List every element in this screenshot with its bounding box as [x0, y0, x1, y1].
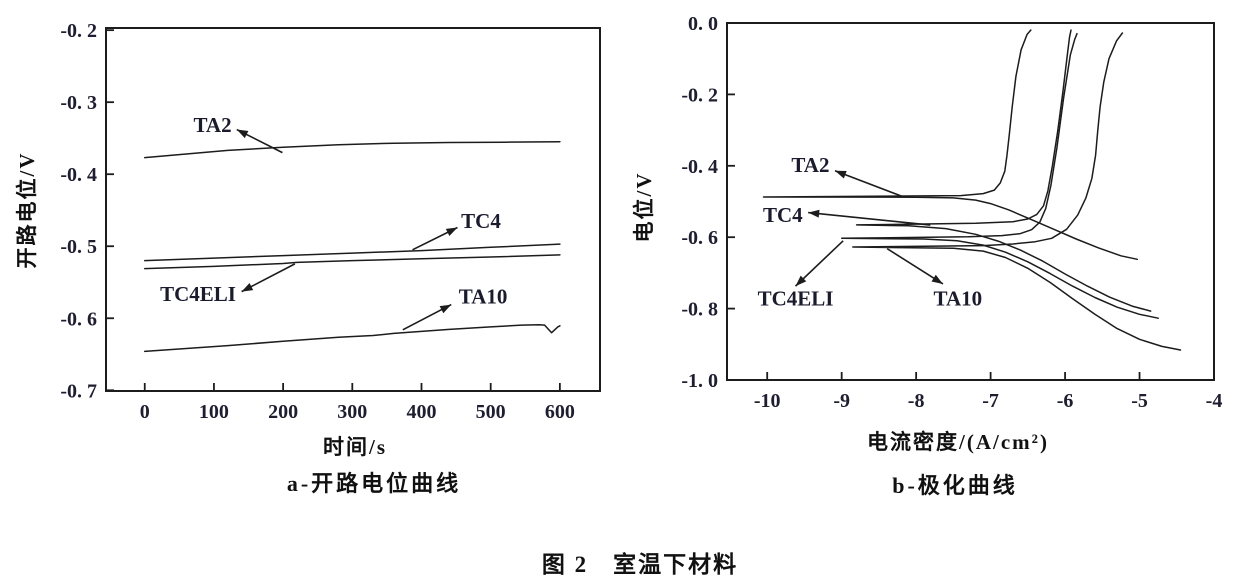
- chart-b-annotation-arrow-TC4: [808, 211, 931, 226]
- chart-a-x-tick-label: 600: [545, 401, 575, 423]
- chart-a-series-TA10: [143, 323, 561, 353]
- chart-b-arrowhead-TC4ELI: [795, 275, 807, 287]
- chart-b-annotation-label-TC4: TC4: [763, 203, 803, 227]
- chart-b-annotation-label-TA10: TA10: [934, 287, 983, 311]
- chart-b-xlabel: 电流密度/(A/cm²): [867, 430, 1049, 454]
- chart-b-annotation-arrow-TA2: [834, 170, 904, 198]
- chart-b-x-tick-label: -4: [1206, 390, 1223, 412]
- chart-a-series-TC4ELI: [143, 254, 561, 270]
- figure-caption: 图 2 室温下材料: [541, 552, 739, 577]
- chart-a-y-tick-label: -0. 4: [60, 164, 97, 186]
- chart-a-arrowhead-TC4ELI: [241, 282, 254, 292]
- chart-a-ylabel: 开路电位/V: [15, 152, 39, 269]
- chart-b-ylabel: 电位/V: [632, 172, 656, 243]
- chart-a-annotation-label-TC4ELI: TC4ELI: [160, 282, 236, 306]
- chart-a-arrowhead-TC4: [445, 227, 458, 236]
- chart-a-x-tick-label: 100: [199, 401, 229, 423]
- chart-a-y-tick-label: -0. 3: [60, 92, 97, 114]
- chart-a-arrowhead-TA2: [236, 129, 249, 139]
- chart-b-arrowhead-TA2: [834, 170, 847, 179]
- chart-b-x-tick-label: -8: [908, 390, 925, 412]
- chart-b-series-TA2: [762, 29, 1139, 261]
- chart-b-y-tick-label: -0. 6: [681, 227, 718, 249]
- chart-a-annotation-label-TA10: TA10: [459, 285, 508, 309]
- chart-a-y-tick-label: -0. 5: [60, 236, 97, 258]
- chart-a-x-tick-label: 200: [268, 401, 298, 423]
- chart-b-series-TC4ELI: [840, 32, 1159, 319]
- chart-b-arrowhead-TA10: [931, 274, 943, 284]
- chart-a-x-tick-label: 300: [337, 401, 367, 423]
- chart-b-series-TA10: [852, 32, 1182, 351]
- chart-b-y-tick-label: 0. 0: [688, 13, 718, 35]
- chart-b-subtitle: b-极化曲线: [892, 473, 1018, 498]
- chart-b-y-tick-label: -0. 8: [681, 299, 718, 321]
- chart-a-annotation-label-TA2: TA2: [193, 113, 231, 137]
- chart-a-x-tick-label: 500: [476, 401, 506, 423]
- chart-a-y-tick-label: -0. 6: [60, 308, 97, 330]
- chart-b-frame: [726, 22, 1215, 381]
- chart-b-annotation-label-TA2: TA2: [791, 153, 829, 177]
- chart-a-xlabel: 时间/s: [322, 435, 388, 459]
- chart-a-annotation-label-TC4: TC4: [461, 209, 501, 233]
- chart-b-x-tick-label: -6: [1057, 390, 1074, 412]
- chart-a-y-tick-label: -0. 2: [60, 20, 97, 42]
- chart-b-y-tick-label: -0. 2: [681, 84, 718, 106]
- chart-a-y-tick-label: -0. 7: [60, 380, 97, 402]
- chart-b-annotation-label-TC4ELI: TC4ELI: [758, 287, 834, 311]
- chart-b-annotation-arrow-TA10: [886, 247, 944, 285]
- chart-a-subtitle: a-开路电位曲线: [286, 471, 462, 496]
- chart-a-series-TC4: [143, 243, 561, 262]
- chart-a-series-TA2: [143, 141, 561, 159]
- chart-b-x-tick-label: -10: [754, 390, 781, 412]
- chart-b-y-tick-label: -0. 4: [681, 156, 718, 178]
- chart-b-x-tick-label: -7: [982, 390, 999, 412]
- chart-b-arrowhead-TC4: [808, 209, 820, 218]
- chart-b-x-tick-label: -5: [1131, 390, 1148, 412]
- chart-a-x-tick-label: 400: [406, 401, 436, 423]
- chart-b-x-tick-label: -9: [833, 390, 850, 412]
- chart-a-x-tick-label: 0: [140, 401, 150, 423]
- chart-a-arrowhead-TA10: [439, 304, 452, 314]
- chart-b-y-tick-label: -1. 0: [681, 370, 718, 392]
